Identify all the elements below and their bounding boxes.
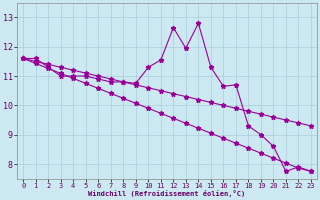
X-axis label: Windchill (Refroidissement éolien,°C): Windchill (Refroidissement éolien,°C) (88, 190, 246, 197)
